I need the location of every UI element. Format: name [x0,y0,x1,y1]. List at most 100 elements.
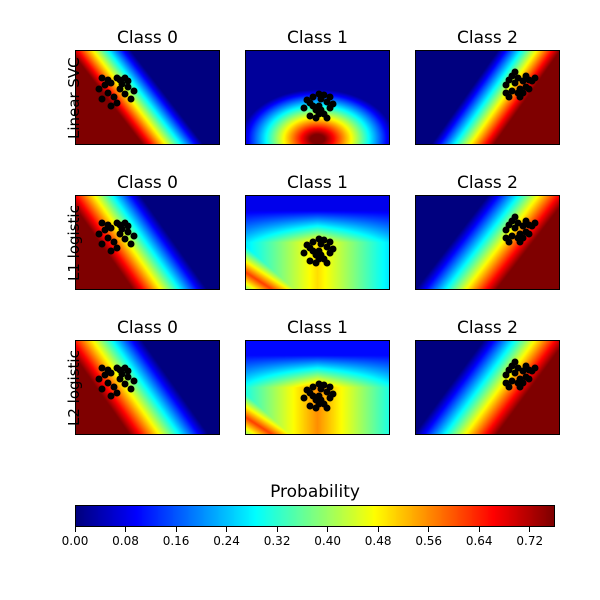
col-title-2-row-1: Class 2 [415,173,560,193]
colorbar-tick-label: 0.56 [409,534,449,548]
col-title-1-row-1: Class 1 [245,173,390,193]
scatter-point [301,105,308,112]
row-label-0: Linear SVC [65,57,83,139]
scatter-point [309,248,316,255]
scatter-point [330,391,337,398]
scatter-point [104,89,111,96]
colorbar-tickline [479,527,480,532]
scatter-point [327,93,334,100]
heatmap [76,341,219,434]
scatter-point [306,402,313,409]
scatter-point [324,404,331,411]
col-title-0-row-0: Class 0 [75,28,220,48]
scatter-point [526,231,533,238]
scatter-point [131,232,138,239]
scatter-point [511,213,518,220]
colorbar-title: Probability [75,482,555,502]
scatter-point [330,246,337,253]
col-title-2-row-2: Class 2 [415,318,560,338]
heatmap [76,51,219,144]
row-label-1: L1 logistic [65,205,83,281]
scatter-point [327,238,334,245]
col-title-1-row-2: Class 1 [245,318,390,338]
scatter-point [511,68,518,75]
colorbar-tickline [277,527,278,532]
colorbar-tickline [75,527,76,532]
heatmap [76,196,219,289]
colorbar-tickline [125,527,126,532]
scatter-point [315,255,322,262]
scatter-point [125,374,132,381]
col-title-0-row-1: Class 0 [75,173,220,193]
colorbar-tickline [378,527,379,532]
heatmap [416,51,559,144]
scatter-point [324,259,331,266]
colorbar-tick-label: 0.64 [459,534,499,548]
panel-r0-c2 [415,50,560,145]
scatter-point [330,101,337,108]
scatter-point [107,248,114,255]
scatter-point [511,358,518,365]
colorbar-tick-label: 0.72 [510,534,550,548]
panel-r0-c0 [75,50,220,145]
scatter-point [301,395,308,402]
panel-r1-c2 [415,195,560,290]
scatter-point [531,219,538,226]
panel-r1-c1 [245,195,390,290]
scatter-point [99,95,106,102]
colorbar-tick-label: 0.48 [358,534,398,548]
col-title-0-row-2: Class 0 [75,318,220,338]
colorbar-gradient [76,506,554,526]
scatter-point [96,86,103,93]
scatter-point [104,379,111,386]
colorbar-tick-label: 0.24 [207,534,247,548]
colorbar-tickline [327,527,328,532]
scatter-point [96,376,103,383]
scatter-point [327,383,334,390]
colorbar-tickline [176,527,177,532]
scatter-point [502,89,509,96]
col-title-1-row-0: Class 1 [245,28,390,48]
colorbar-tick-label: 0.08 [106,534,146,548]
scatter-point [309,393,316,400]
scatter-point [502,234,509,241]
colorbar-tickline [529,527,530,532]
scatter-point [301,250,308,257]
scatter-point [128,240,135,247]
scatter-point [306,112,313,119]
colorbar-tick-label: 0.32 [257,534,297,548]
heatmap [416,341,559,434]
scatter-point [315,110,322,117]
colorbar-tickline [428,527,429,532]
scatter-point [99,240,106,247]
scatter-point [309,103,316,110]
colorbar [75,505,555,527]
col-title-2-row-0: Class 2 [415,28,560,48]
scatter-point [125,84,132,91]
scatter-point [306,257,313,264]
scatter-point [128,385,135,392]
scatter-point [107,393,114,400]
scatter-point [107,103,114,110]
colorbar-tick-label: 0.16 [156,534,196,548]
scatter-point [128,95,135,102]
scatter-point [99,385,106,392]
scatter-point [131,87,138,94]
heatmap [416,196,559,289]
panel-r2-c2 [415,340,560,435]
scatter-point [104,234,111,241]
panel-r2-c0 [75,340,220,435]
scatter-point [526,86,533,93]
scatter-point [131,377,138,384]
row-label-2: L2 logistic [65,350,83,426]
scatter-point [125,229,132,236]
scatter-point [116,76,123,83]
scatter-point [526,376,533,383]
colorbar-tickline [226,527,227,532]
panel-r2-c1 [245,340,390,435]
scatter-point [531,74,538,81]
panel-r0-c1 [245,50,390,145]
scatter-point [116,221,123,228]
scatter-point [315,400,322,407]
scatter-point [116,366,123,373]
